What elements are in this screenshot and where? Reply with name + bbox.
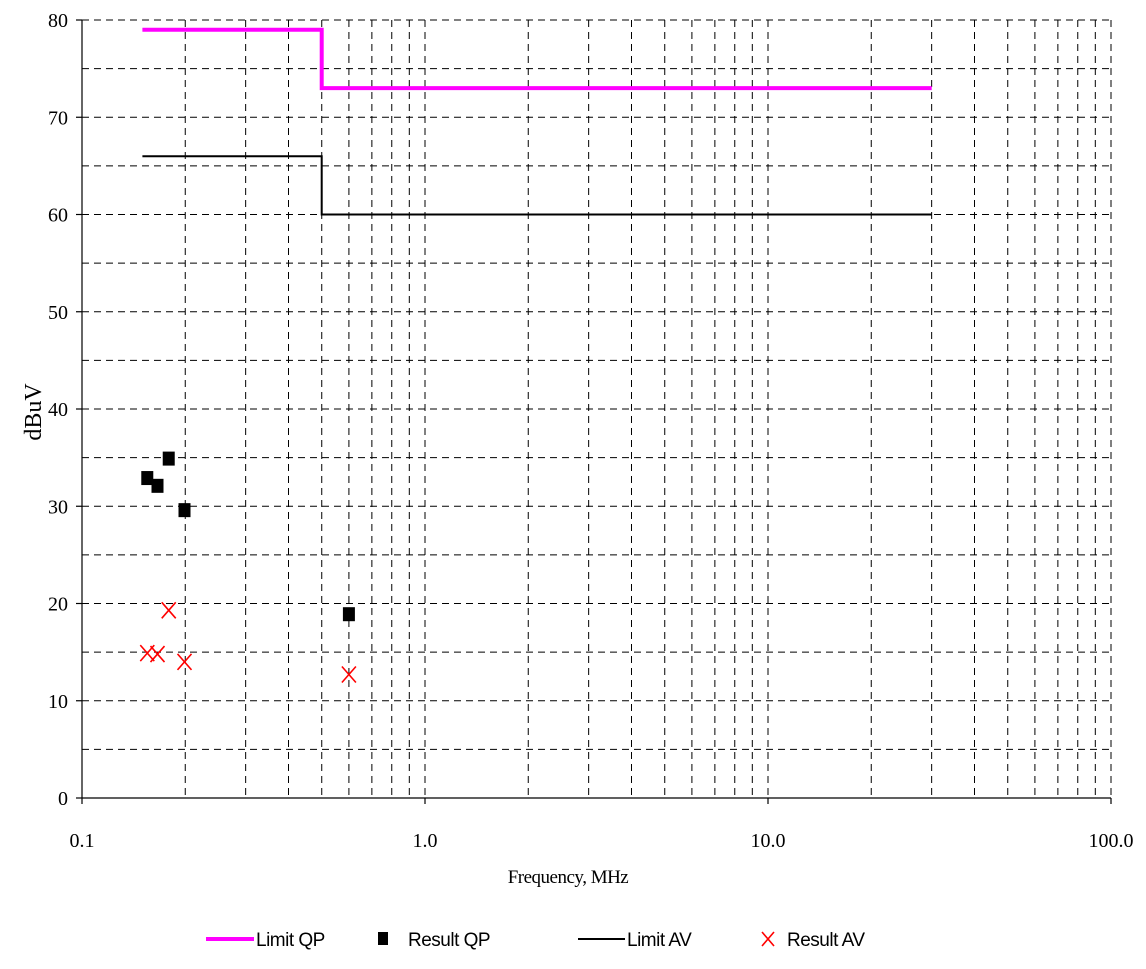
y-tick-label: 40 bbox=[48, 399, 68, 421]
legend-label: Result AV bbox=[787, 930, 865, 951]
result-av-point bbox=[176, 653, 193, 671]
legend-label: Result QP bbox=[408, 930, 490, 951]
limit-av-line bbox=[142, 155, 932, 216]
legend: Limit QP Result QP Limit AV Result AV bbox=[206, 930, 866, 951]
legend-item-result-av: Result AV bbox=[761, 930, 866, 951]
limit-qp-line bbox=[142, 27, 932, 91]
legend-symbol bbox=[761, 931, 775, 947]
x-axis-label: Frequency, MHz bbox=[508, 867, 629, 888]
y-tick-label: 0 bbox=[58, 788, 68, 810]
series-layer bbox=[139, 27, 932, 684]
legend-item-limit-qp: Limit QP bbox=[206, 930, 325, 951]
axes bbox=[76, 19, 1112, 804]
legend-item-result-qp: Result QP bbox=[378, 930, 491, 951]
result-qp-point bbox=[162, 451, 175, 466]
y-tick-label: 20 bbox=[48, 594, 68, 616]
legend-symbol bbox=[378, 932, 388, 945]
y-tick-label: 10 bbox=[48, 691, 68, 713]
result-qp-point bbox=[141, 471, 154, 486]
y-tick-label: 30 bbox=[48, 496, 68, 518]
result-av-point bbox=[149, 645, 166, 663]
x-tick-label: 100.0 bbox=[1089, 830, 1134, 852]
grid-lines bbox=[82, 19, 1112, 798]
x-tick-label: 10.0 bbox=[751, 830, 786, 852]
tick-labels: 0 10 20 30 40 50 60 70 80 0.1 1.0 10.0 100.0 bbox=[48, 10, 1134, 852]
y-tick-label: 80 bbox=[48, 10, 68, 32]
y-tick-label: 50 bbox=[48, 302, 68, 324]
legend-label: Limit AV bbox=[627, 930, 692, 951]
x-tick-label: 1.0 bbox=[413, 830, 438, 852]
result-qp-point bbox=[151, 478, 164, 493]
legend-label: Limit QP bbox=[256, 930, 325, 951]
legend-item-limit-av: Limit AV bbox=[578, 930, 693, 951]
result-qp-point bbox=[342, 607, 355, 622]
result-av-point bbox=[341, 665, 357, 684]
result-qp-point bbox=[178, 503, 191, 518]
y-tick-label: 70 bbox=[48, 107, 68, 129]
y-axis-label: dBuV bbox=[21, 383, 47, 441]
x-tick-label: 0.1 bbox=[70, 830, 95, 852]
y-tick-label: 60 bbox=[48, 205, 68, 227]
result-av-point bbox=[161, 601, 177, 619]
